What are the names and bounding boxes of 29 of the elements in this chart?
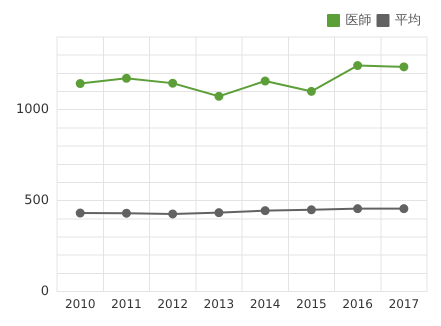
point — [353, 61, 362, 70]
point — [399, 62, 408, 72]
point — [399, 204, 408, 214]
x-tick-label: 2014 — [250, 296, 280, 311]
point — [168, 209, 178, 218]
y-tick-label: 500 — [24, 193, 50, 208]
point — [353, 204, 362, 214]
point — [122, 208, 131, 218]
x-tick-label: 2015 — [296, 296, 327, 311]
x-tick-label: 2012 — [157, 296, 188, 311]
point — [76, 79, 85, 88]
y-tick-label: 0 — [40, 284, 50, 299]
point — [214, 92, 224, 101]
point — [260, 76, 270, 86]
point — [122, 74, 131, 83]
point — [306, 205, 316, 214]
point — [168, 78, 178, 88]
y-tick-label: 1000 — [16, 102, 50, 118]
x-tick-label: 2011 — [111, 296, 142, 311]
point — [76, 208, 85, 218]
point — [306, 86, 316, 96]
x-tick-label: 2016 — [342, 296, 373, 311]
x-tick-label: 2017 — [388, 296, 420, 311]
point — [214, 208, 224, 218]
legend-label: 医師 — [346, 12, 372, 28]
x-tick-label: 2010 — [64, 296, 96, 311]
x-tick-label: 2013 — [204, 296, 234, 311]
legend-label: 平均 — [395, 12, 421, 28]
point — [260, 206, 270, 216]
